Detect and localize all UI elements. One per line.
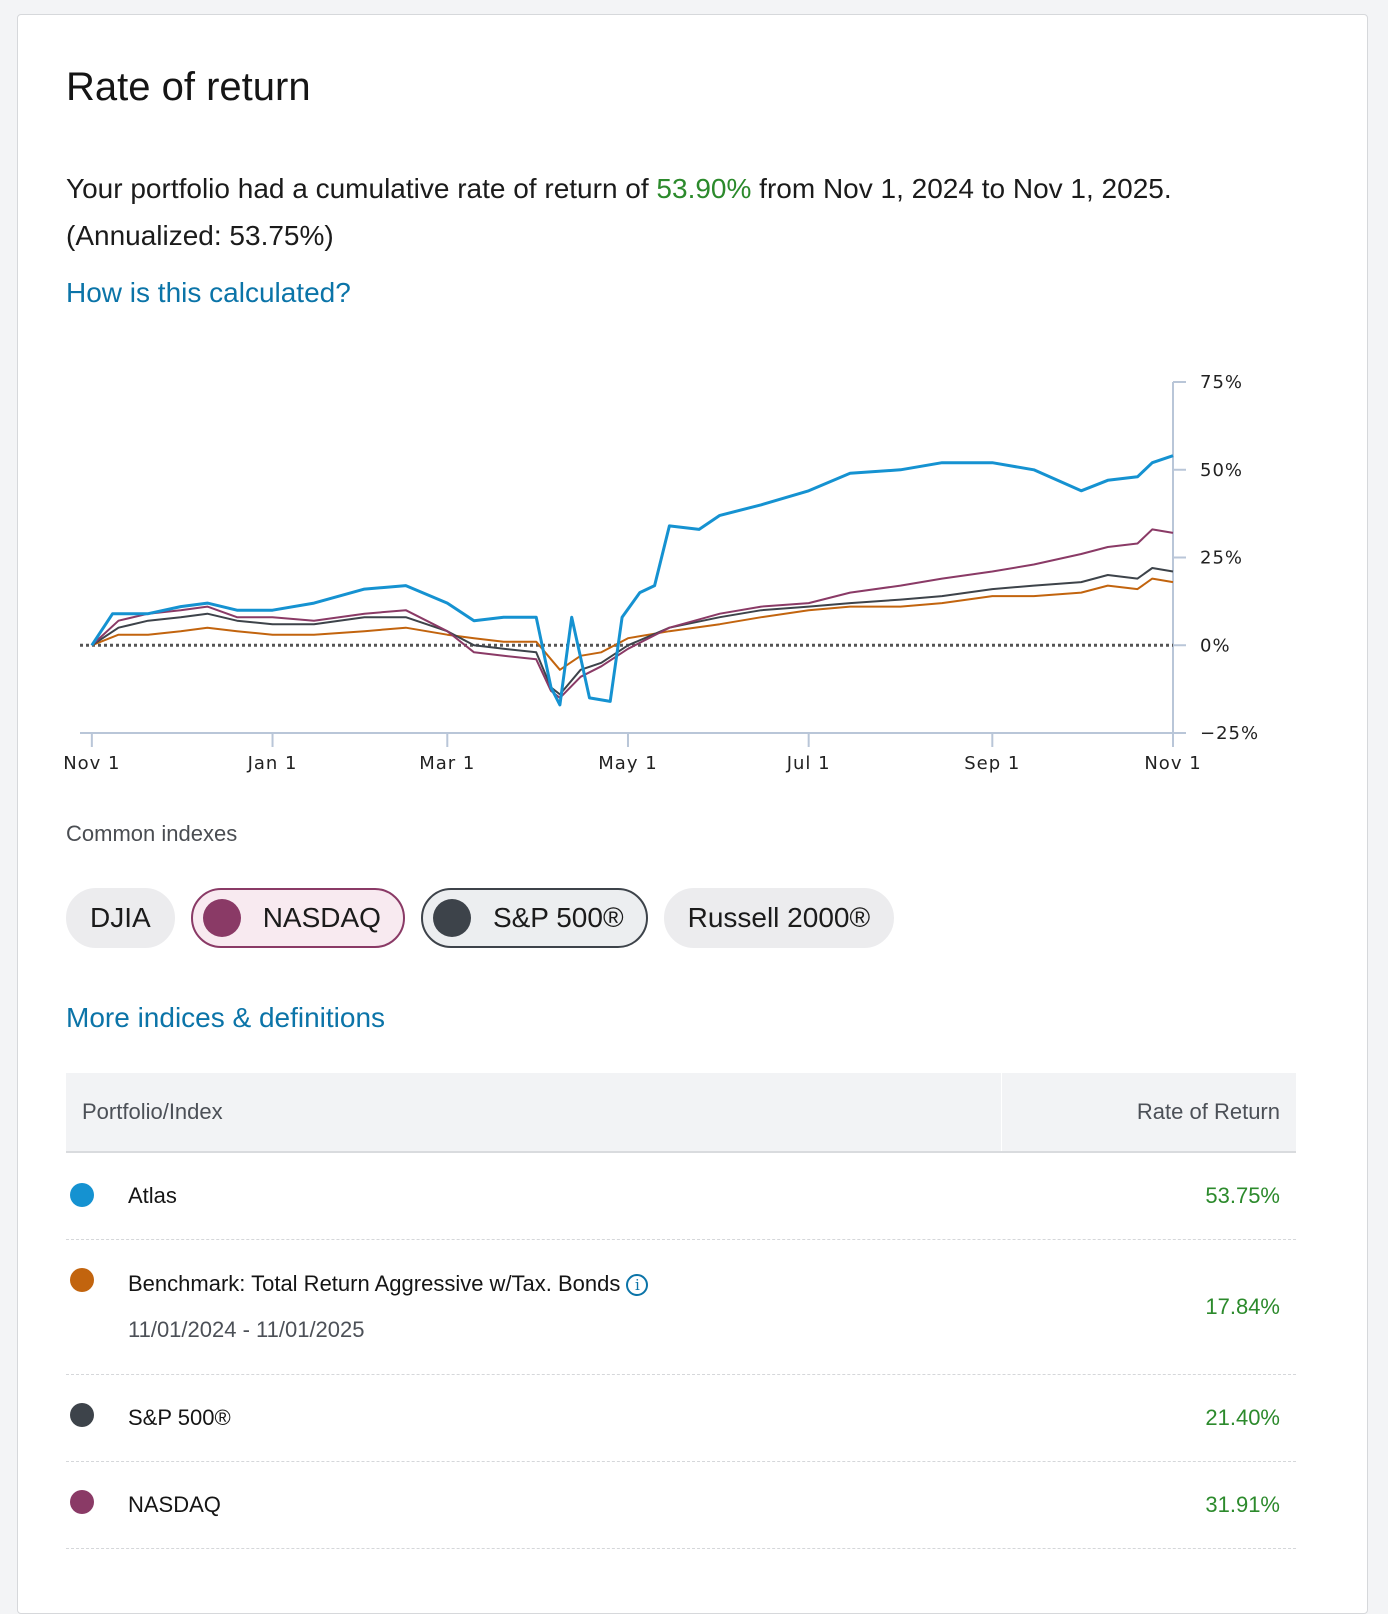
x-tick-label: Jan 1: [247, 753, 298, 774]
row-name: NASDAQ: [128, 1492, 221, 1517]
nasdaq-row-color-dot: [70, 1490, 94, 1514]
chip-sp500[interactable]: S&P 500®: [420, 888, 648, 948]
summary-suffix: from Nov 1, 2024 to Nov 1, 2025. (Annual…: [66, 173, 1172, 251]
chip-russell-2000[interactable]: Russell 2000®: [663, 888, 895, 948]
summary-value: 53.90%: [656, 173, 752, 204]
returns-table: Portfolio/Index Rate of Return Atlas 53.…: [66, 1073, 1296, 1549]
table-row-benchmark: Benchmark: Total Return Aggressive w/Tax…: [66, 1240, 1296, 1375]
common-indexes-label: Common indexes: [66, 821, 238, 846]
table-header: Portfolio/Index Rate of Return: [66, 1073, 1296, 1153]
more-indices-link[interactable]: More indices & definitions: [66, 1002, 386, 1033]
y-tick-label: 0%: [1200, 635, 1231, 656]
series-line-benchmark: [91, 577, 1174, 671]
x-tick-label: Mar 1: [419, 753, 475, 774]
header-rate-of-return: Rate of Return: [1136, 1099, 1280, 1124]
series-line-nasdaq: [91, 528, 1174, 699]
chip-label: DJIA: [90, 902, 151, 933]
row-rate: 53.75%: [1205, 1183, 1280, 1208]
row-name-line: Benchmark: Total Return Aggressive w/Tax…: [128, 1271, 1002, 1297]
chip-label: S&P 500®: [492, 902, 624, 933]
series-line-sp500: [91, 567, 1174, 696]
sp500-row-color-dot: [70, 1403, 94, 1427]
page-title: Rate of return: [66, 65, 311, 109]
table-row-sp500: S&P 500® 21.40%: [66, 1375, 1296, 1462]
chip-djia[interactable]: DJIA: [66, 888, 175, 948]
how-calculated-link[interactable]: How is this calculated?: [66, 277, 351, 308]
benchmark-color-dot: [70, 1268, 94, 1292]
series-line-atlas: [90, 454, 1174, 707]
row-rate: 31.91%: [1205, 1492, 1280, 1517]
header-portfolio-index: Portfolio/Index: [66, 1073, 1002, 1151]
rate-of-return-card: Rate of return Your portfolio had a cumu…: [17, 14, 1368, 1614]
table-row-nasdaq: NASDAQ 31.91%: [66, 1462, 1296, 1549]
info-icon[interactable]: i: [626, 1274, 649, 1297]
chip-label: Russell 2000®: [687, 902, 871, 933]
chip-label: NASDAQ: [262, 902, 381, 933]
row-date-range: 11/01/2024 - 11/01/2025: [128, 1317, 365, 1342]
atlas-color-dot: [70, 1183, 94, 1207]
x-tick-label: Nov 1: [1144, 753, 1201, 774]
return-summary: Your portfolio had a cumulative rate of …: [66, 165, 1266, 259]
chip-nasdaq[interactable]: NASDAQ: [190, 888, 405, 948]
table-row-atlas: Atlas 53.75%: [66, 1153, 1296, 1240]
row-rate: 21.40%: [1205, 1405, 1280, 1430]
summary-prefix: Your portfolio had a cumulative rate of …: [66, 173, 657, 204]
row-name: S&P 500®: [128, 1405, 231, 1430]
y-tick-label: 50%: [1200, 460, 1243, 481]
x-tick-label: Jul 1: [786, 753, 831, 774]
row-name-block: Benchmark: Total Return Aggressive w/Tax…: [66, 1271, 1002, 1343]
row-name: Benchmark: Total Return Aggressive w/Tax…: [128, 1271, 621, 1296]
row-name: Atlas: [128, 1183, 177, 1208]
x-tick-label: Sep 1: [964, 753, 1020, 774]
y-tick-label: 25%: [1200, 548, 1243, 569]
sp500-color-dot: [432, 899, 471, 937]
rate-of-return-chart: 75% 50% 25% 0% −25% Nov 1 Jan 1 Mar 1 May 1 Jul 1…: [63, 372, 1259, 774]
x-tick-label: Nov 1: [63, 753, 120, 774]
index-chips: DJIA NASDAQ S&P 500® Russell 2000®: [66, 888, 895, 948]
y-tick-label: 75%: [1200, 372, 1243, 393]
nasdaq-color-dot: [202, 899, 241, 937]
row-rate: 17.84%: [1205, 1294, 1280, 1319]
x-tick-label: May 1: [598, 753, 657, 774]
y-tick-label: −25%: [1200, 723, 1259, 744]
